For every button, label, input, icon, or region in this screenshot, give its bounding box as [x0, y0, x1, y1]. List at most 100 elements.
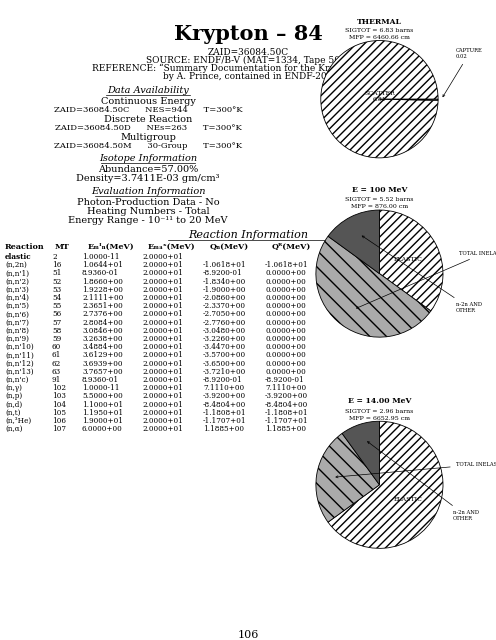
Text: MFP = 6652.95 cm: MFP = 6652.95 cm [349, 415, 410, 420]
Text: 5.5000+00: 5.5000+00 [82, 392, 123, 401]
Text: (n,n'c): (n,n'c) [5, 376, 28, 384]
Text: 106: 106 [237, 630, 259, 640]
Text: Continuous Energy: Continuous Energy [101, 97, 195, 106]
Text: (n,n'2): (n,n'2) [5, 278, 29, 285]
Text: 3.6129+00: 3.6129+00 [82, 351, 123, 360]
Text: CAPTURE
0.02: CAPTURE 0.02 [443, 49, 483, 97]
Text: -2.7050+00: -2.7050+00 [203, 310, 246, 318]
Text: -1.1707+01: -1.1707+01 [203, 417, 247, 425]
Text: -3.2260+00: -3.2260+00 [203, 335, 246, 343]
Text: -1.1808+01: -1.1808+01 [203, 409, 247, 417]
Text: 6.0000+00: 6.0000+00 [82, 425, 123, 433]
Text: 2.0000+01: 2.0000+01 [142, 286, 183, 294]
Text: 0.0000+00: 0.0000+00 [265, 294, 306, 302]
Text: SIGTOT = 6.83 barns: SIGTOT = 6.83 barns [345, 29, 414, 33]
Text: 1.9228+00: 1.9228+00 [82, 286, 123, 294]
Text: REFERENCE: “Summary Documentation for the Krypton Isotopes,”: REFERENCE: “Summary Documentation for th… [92, 64, 404, 74]
Text: -1.0618+01: -1.0618+01 [265, 261, 309, 269]
Text: THERMAL: THERMAL [357, 18, 402, 26]
Text: 1.1885+00: 1.1885+00 [203, 425, 244, 433]
Text: 53: 53 [52, 286, 61, 294]
Text: (n,γ): (n,γ) [5, 384, 22, 392]
Text: 2.0000+01: 2.0000+01 [142, 327, 183, 335]
Text: 2.0000+01: 2.0000+01 [142, 310, 183, 318]
Text: 54: 54 [52, 294, 61, 302]
Text: E = 14.00 MeV: E = 14.00 MeV [348, 397, 411, 405]
Text: (n,n'11): (n,n'11) [5, 351, 34, 360]
Text: by A. Prince, contained in ENDF-201: by A. Prince, contained in ENDF-201 [163, 72, 333, 81]
Text: -3.7210+00: -3.7210+00 [203, 368, 246, 376]
Text: -1.0618+01: -1.0618+01 [203, 261, 247, 269]
Text: -2.7760+00: -2.7760+00 [203, 319, 246, 326]
Text: 91: 91 [52, 376, 62, 384]
Text: 1.0644+01: 1.0644+01 [82, 261, 123, 269]
Text: E = 100 MeV: E = 100 MeV [352, 186, 407, 194]
Text: 0.0000+00: 0.0000+00 [265, 351, 306, 360]
Text: n-2n AND
OTHER: n-2n AND OTHER [362, 236, 482, 313]
Text: ZAID=36084.50C: ZAID=36084.50C [207, 48, 289, 57]
Text: (n,d): (n,d) [5, 401, 22, 408]
Text: 2.0000+01: 2.0000+01 [142, 319, 183, 326]
Text: ZAID=36084.50D      NEs=263      T=300°K: ZAID=36084.50D NEs=263 T=300°K [55, 124, 242, 132]
Text: 2.0000+01: 2.0000+01 [142, 409, 183, 417]
Text: 56: 56 [52, 310, 61, 318]
Text: -8.9200-01: -8.9200-01 [265, 376, 305, 384]
Text: 2.0000+01: 2.0000+01 [142, 302, 183, 310]
Text: SCATTER
6.81: SCATTER 6.81 [364, 91, 395, 102]
Text: Density=3.7411E-03 gm/cm³: Density=3.7411E-03 gm/cm³ [76, 174, 220, 183]
Text: 2.0000+01: 2.0000+01 [142, 360, 183, 367]
Text: 102: 102 [52, 384, 66, 392]
Text: -3.6500+00: -3.6500+00 [203, 360, 246, 367]
Text: 2.0000+01: 2.0000+01 [142, 368, 183, 376]
Text: 3.2638+00: 3.2638+00 [82, 335, 123, 343]
Text: 106: 106 [52, 417, 66, 425]
Text: 2.0000+01: 2.0000+01 [142, 269, 183, 277]
Text: 2.0000+01: 2.0000+01 [142, 335, 183, 343]
Text: ELASTIC: ELASTIC [393, 497, 422, 502]
Text: 7.1110+00: 7.1110+00 [265, 384, 306, 392]
Text: 104: 104 [52, 401, 66, 408]
Text: ZAID=36084.50M      30-Group      T=300°K: ZAID=36084.50M 30-Group T=300°K [54, 142, 242, 150]
Text: 1.8660+00: 1.8660+00 [82, 278, 123, 285]
Text: (n,³He): (n,³He) [5, 417, 31, 425]
Text: 0.0000+00: 0.0000+00 [265, 368, 306, 376]
Text: TOTAL INELASTIC: TOTAL INELASTIC [336, 461, 496, 478]
Text: 0.0000+00: 0.0000+00 [265, 327, 306, 335]
Text: 0.0000+00: 0.0000+00 [265, 278, 306, 285]
Text: 2.0000+01: 2.0000+01 [142, 401, 183, 408]
Text: -8.4804+00: -8.4804+00 [203, 401, 246, 408]
Text: 61: 61 [52, 351, 62, 360]
Wedge shape [316, 433, 379, 522]
Text: SOURCE: ENDF/B-V (MAT=1334, Tape 509): SOURCE: ENDF/B-V (MAT=1334, Tape 509) [146, 56, 350, 65]
Text: 1.0000-11: 1.0000-11 [82, 384, 120, 392]
Text: -2.3370+00: -2.3370+00 [203, 302, 246, 310]
Text: Evaluation Information: Evaluation Information [91, 187, 205, 196]
Text: Isotope Information: Isotope Information [99, 154, 197, 163]
Text: 0.0000+00: 0.0000+00 [265, 335, 306, 343]
Text: Qₙ(MeV): Qₙ(MeV) [210, 243, 249, 251]
Text: -1.8340+00: -1.8340+00 [203, 278, 246, 285]
Text: 107: 107 [52, 425, 66, 433]
Wedge shape [321, 40, 438, 158]
Text: 2: 2 [52, 253, 57, 261]
Text: (n,n'9): (n,n'9) [5, 335, 29, 343]
Text: 2.0000+01: 2.0000+01 [142, 294, 183, 302]
Wedge shape [328, 210, 379, 274]
Text: 8.9360-01: 8.9360-01 [82, 269, 119, 277]
Text: Heating Numbers - Total: Heating Numbers - Total [87, 207, 209, 216]
Text: Abundance=57.00%: Abundance=57.00% [98, 165, 198, 174]
Text: 2.0000+01: 2.0000+01 [142, 351, 183, 360]
Text: 0.0000+00: 0.0000+00 [265, 302, 306, 310]
Text: Eₘₐˣ(MeV): Eₘₐˣ(MeV) [148, 243, 195, 251]
Text: 60: 60 [52, 343, 61, 351]
Text: 2.0000+01: 2.0000+01 [142, 253, 183, 261]
Text: TOTAL INELASTIC: TOTAL INELASTIC [357, 250, 496, 308]
Text: ELASTIC: ELASTIC [393, 257, 422, 262]
Text: (n,n'7): (n,n'7) [5, 319, 29, 326]
Text: 63: 63 [52, 368, 61, 376]
Text: 2.3651+00: 2.3651+00 [82, 302, 123, 310]
Text: MFP = 6460.66 cm: MFP = 6460.66 cm [349, 35, 410, 40]
Wedge shape [316, 236, 431, 337]
Text: 0.0000+00: 0.0000+00 [265, 310, 306, 318]
Text: 52: 52 [52, 278, 61, 285]
